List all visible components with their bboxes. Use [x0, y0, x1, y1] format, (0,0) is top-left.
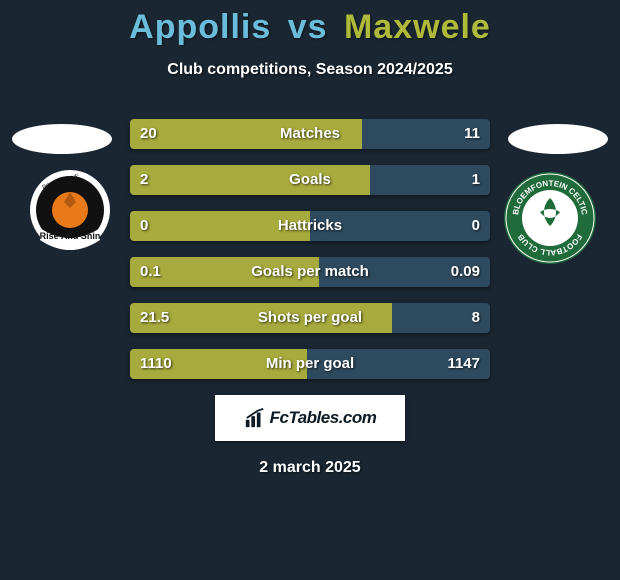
svg-text:FOOTBALL CLUB: FOOTBALL CLUB: [516, 232, 584, 257]
stat-label: Goals: [130, 165, 490, 195]
stat-row: 21Goals: [130, 165, 490, 195]
stat-row: 2011Matches: [130, 119, 490, 149]
svg-text:POLOKWANE: POLOKWANE: [42, 174, 80, 192]
stat-row: 00Hattricks: [130, 211, 490, 241]
club-badge-left: Rise And Shin POLOKWANE CITY: [20, 168, 120, 268]
player2-photo-placeholder: [508, 124, 608, 154]
svg-text:Rise And Shin: Rise And Shin: [40, 231, 101, 241]
player1-name: Appollis: [129, 8, 271, 46]
stat-label: Hattricks: [130, 211, 490, 241]
stats-list: 2011Matches 21Goals 00Hattricks 0.10.09Goal…: [130, 119, 490, 379]
comparison-container: Appollis vs Maxwele Club competitions, S…: [0, 0, 620, 477]
stat-row: 11101147Min per goal: [130, 349, 490, 379]
stat-label: Matches: [130, 119, 490, 149]
polokwane-badge-icon: Rise And Shin POLOKWANE CITY: [20, 168, 120, 268]
brand-text: FcTables.com: [270, 408, 377, 428]
stat-row: 21.58Shots per goal: [130, 303, 490, 333]
svg-text:CITY: CITY: [72, 177, 87, 187]
stat-label: Shots per goal: [130, 303, 490, 333]
club-badge-right: BLOEMFONTEIN CELTIC FOOTBALL CLUB: [500, 168, 600, 268]
player2-name: Maxwele: [344, 8, 491, 46]
footer-date: 2 march 2025: [0, 459, 620, 477]
page-title: Appollis vs Maxwele: [0, 8, 620, 47]
subtitle: Club competitions, Season 2024/2025: [0, 61, 620, 79]
player1-photo-placeholder: [12, 124, 112, 154]
vs-text: vs: [288, 8, 328, 46]
brand-box[interactable]: FcTables.com: [215, 395, 405, 441]
stat-label: Goals per match: [130, 257, 490, 287]
bloemfontein-badge-icon: BLOEMFONTEIN CELTIC FOOTBALL CLUB: [500, 168, 600, 268]
fctables-logo-icon: [244, 407, 266, 429]
stat-label: Min per goal: [130, 349, 490, 379]
svg-text:BLOEMFONTEIN CELTIC: BLOEMFONTEIN CELTIC: [511, 179, 589, 216]
stat-row: 0.10.09Goals per match: [130, 257, 490, 287]
